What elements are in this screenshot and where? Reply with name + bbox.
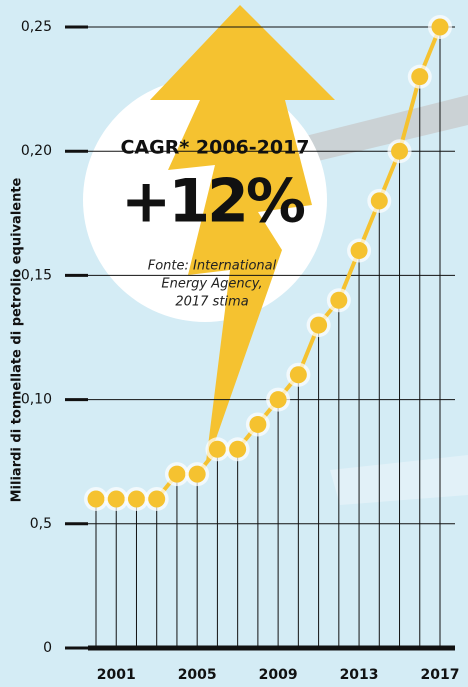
x-tick-label: 2001 (97, 667, 136, 683)
x-tick-label: 2005 (178, 667, 217, 683)
point (330, 291, 348, 309)
point (188, 465, 206, 483)
y-tick-label: 0,25 (21, 19, 52, 35)
y-axis-title: Miliardi di tonnellate di petrolio equiv… (10, 177, 25, 502)
plot: 0 0,5 0,10 0,15 0,20 0,25 2001 2005 2009 2013 2017 (21, 15, 460, 683)
point (148, 490, 166, 508)
point (127, 490, 145, 508)
x-tick-label: 2017 (421, 667, 460, 683)
y-tick-label: 0,20 (21, 143, 52, 159)
point (431, 18, 449, 36)
y-tick-label: 0,10 (21, 392, 52, 408)
annotation-value: +12% (121, 167, 305, 237)
point (391, 142, 409, 160)
annotation-source: 2017 stima (175, 295, 248, 310)
point (289, 366, 307, 384)
point (411, 68, 429, 86)
decor-bolt (150, 5, 335, 470)
y-tick-label: 0 (43, 640, 52, 656)
point (310, 316, 328, 334)
point (269, 391, 287, 409)
y-tick-label: 0,5 (30, 516, 52, 532)
point (168, 465, 186, 483)
annotation-source: Fonte: International (148, 259, 277, 274)
point (87, 490, 105, 508)
point (107, 490, 125, 508)
x-tick-label: 2009 (259, 667, 298, 683)
point (370, 192, 388, 210)
point (229, 440, 247, 458)
annotation-source: Energy Agency, (161, 277, 262, 292)
decor-band (330, 455, 468, 505)
point (350, 242, 368, 260)
x-tick-label: 2013 (340, 667, 379, 683)
annotation-title: CAGR* 2006-2017 (120, 137, 309, 159)
point (249, 415, 267, 433)
y-tick-label: 0,15 (21, 267, 52, 283)
point (208, 440, 226, 458)
